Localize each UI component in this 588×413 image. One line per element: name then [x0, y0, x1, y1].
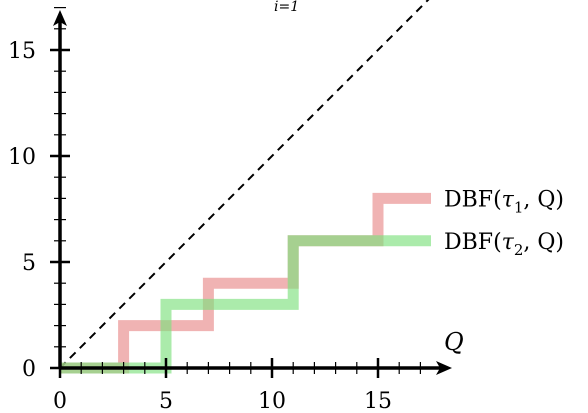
y-tick-label: 5 [22, 251, 36, 276]
y-tick-label: 10 [8, 145, 36, 170]
label-layer: DBF(τ1, Q) DBF(τ2, Q) 0 5 10 15 0 5 10 15 Qi=1 [8, 0, 564, 413]
series-layer [59, 0, 431, 374]
x-tick-label: 15 [364, 389, 392, 413]
series-line-2 [60, 235, 431, 374]
reference-line-dashed [59, 0, 430, 369]
y-tick-label: 0 [22, 357, 36, 382]
legend-label-2: DBF(τ2, Q) [444, 230, 564, 259]
x-tick-label: 10 [258, 389, 286, 413]
x-tick-label: 5 [159, 389, 173, 413]
series-line-1 [60, 192, 431, 374]
top-label: i=1 [274, 0, 299, 15]
legend-label-1: DBF(τ1, Q) [444, 187, 564, 216]
y-tick-label: 15 [8, 39, 36, 64]
x-axis-label: Q [444, 328, 464, 356]
x-axis-arrow [436, 361, 452, 375]
x-tick-label: 0 [53, 389, 67, 413]
y-axis-arrow [53, 10, 67, 26]
axes-layer [50, 6, 452, 378]
